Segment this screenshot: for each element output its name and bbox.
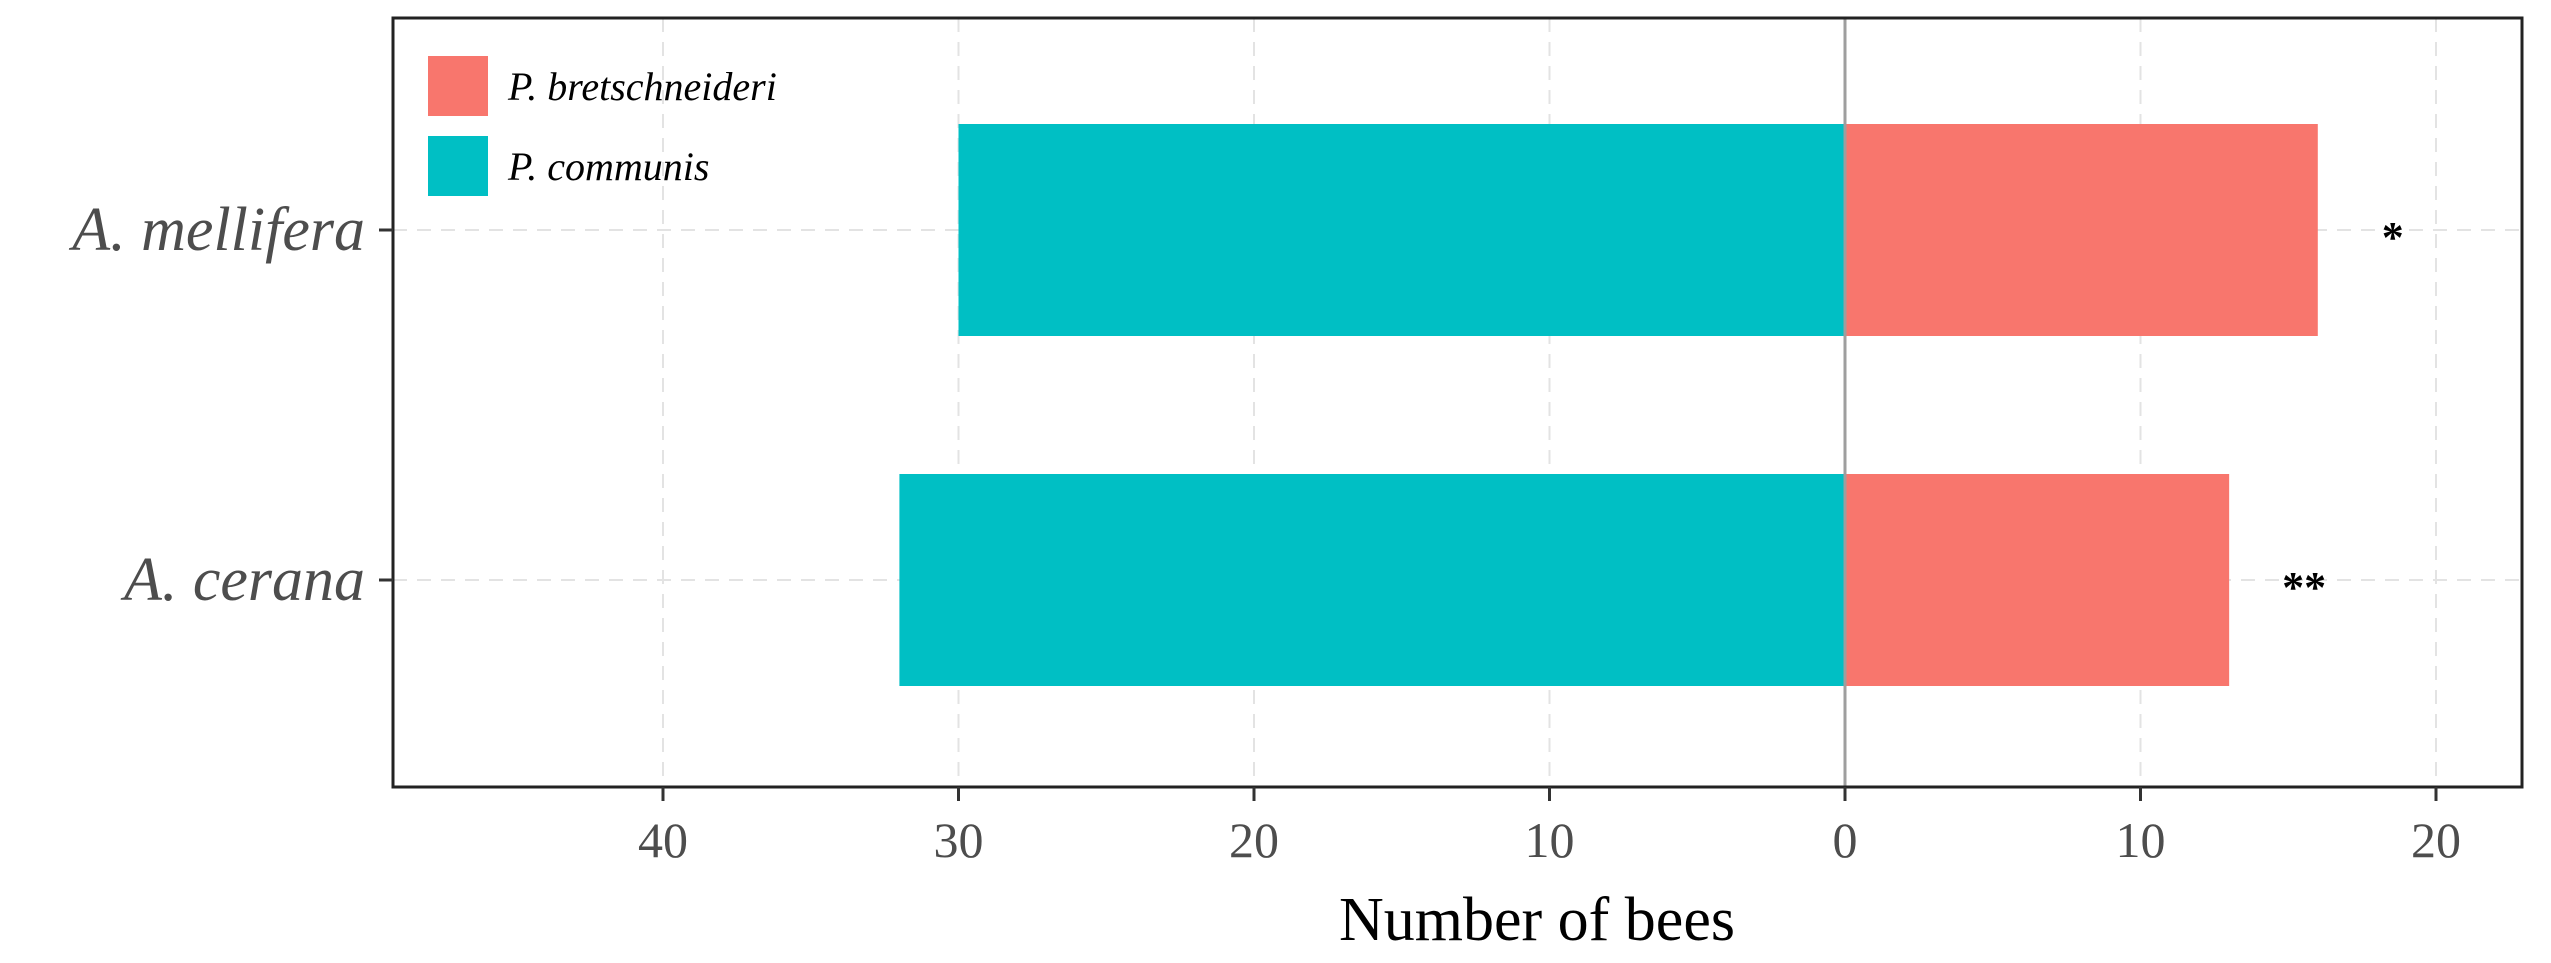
significance-label: *	[2382, 213, 2404, 262]
x-tick-label: 40	[638, 812, 688, 868]
significance-annotations: ***	[2282, 213, 2404, 612]
legend-key-p-bretschneideri	[428, 56, 488, 116]
x-tick-label: 20	[2411, 812, 2461, 868]
x-tick-label: 10	[2116, 812, 2166, 868]
legend-key-p-communis	[428, 136, 488, 196]
bar-p-bretschneideri	[1845, 124, 2318, 336]
x-tick-label: 20	[1229, 812, 1279, 868]
bar-p-communis	[958, 124, 1845, 336]
plot-border	[391, 16, 2524, 789]
bar-p-bretschneideri	[1845, 474, 2230, 686]
x-tick-label: 10	[1525, 812, 1575, 868]
x-tick-label: 30	[934, 812, 984, 868]
bars	[899, 124, 2318, 686]
x-axis: 40 30 20 10 0 10 20	[638, 787, 2461, 868]
bar-p-communis	[899, 474, 1845, 686]
category-label: A. mellifera	[68, 196, 365, 264]
x-tick-label: 0	[1833, 812, 1858, 868]
category-label: A. cerana	[120, 546, 365, 614]
legend-label-p-communis: P. communis	[507, 144, 709, 189]
legend-label-p-bretschneideri: P. bretschneideri	[507, 64, 777, 109]
y-axis: A. mellifera A. cerana	[68, 196, 393, 614]
legend: P. bretschneideri P. communis	[428, 56, 777, 196]
significance-label: **	[2282, 563, 2326, 612]
x-axis-title: Number of bees	[1339, 886, 1735, 954]
